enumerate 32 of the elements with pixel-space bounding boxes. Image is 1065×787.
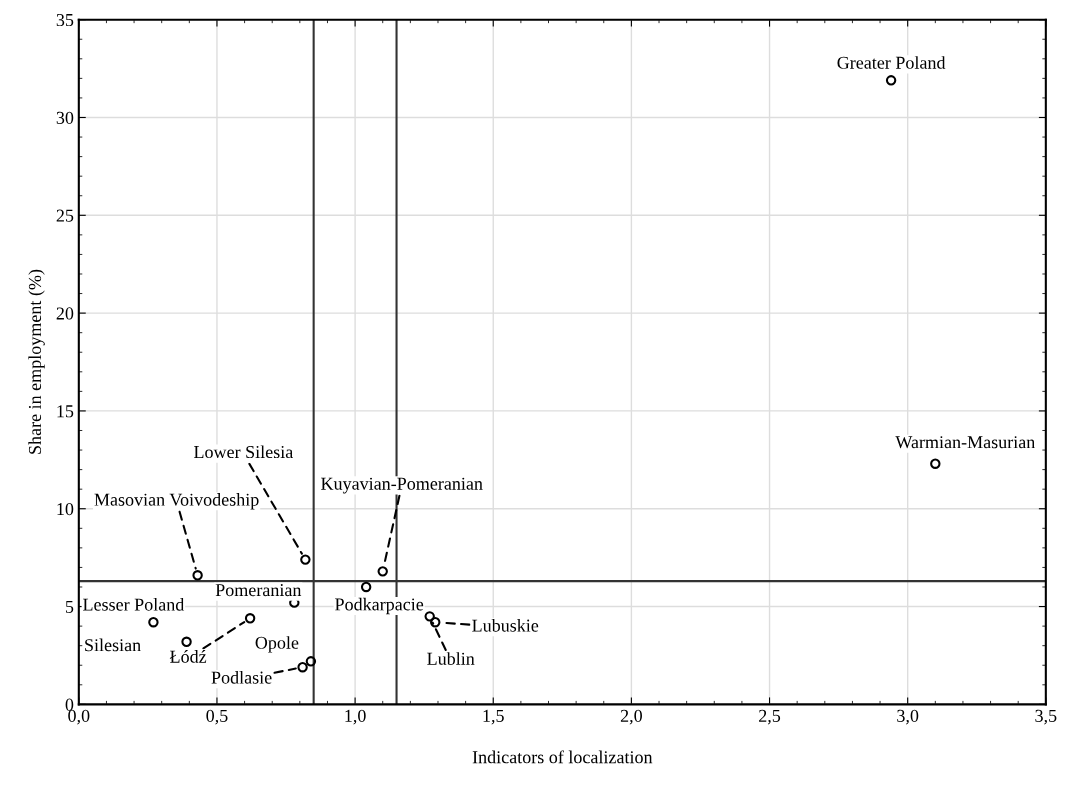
annotation: Lesser Poland (83, 598, 185, 611)
annotation: Masovian Voivodeship (94, 493, 259, 510)
x-tick-label: 3,5 (1035, 709, 1057, 725)
annotation: Greater Poland (837, 56, 946, 69)
x-tick-label: 0,0 (68, 709, 90, 725)
x-tick-label: 3,0 (897, 709, 919, 725)
annotation: Lower Silesia (194, 445, 294, 459)
annotation: Podlasie (211, 671, 272, 684)
annotation: Lublin (427, 652, 475, 665)
annotation: Opole (255, 636, 299, 653)
annotation: Podkarpacie (335, 597, 424, 615)
x-tick-label: 2,0 (620, 709, 642, 725)
x-tick-label: 0,5 (206, 709, 228, 725)
y-axis-title: Share in employment (%) (28, 269, 45, 454)
x-tick-label: 1,5 (483, 709, 504, 725)
x-axis-title: Indicators of localization (472, 750, 653, 764)
y-tick-label: 10 (57, 503, 74, 516)
y-tick-label: 35 (56, 13, 74, 27)
annotation: Silesian (85, 638, 141, 652)
y-tick-label: 30 (56, 111, 74, 124)
annotation: Łódź (169, 650, 207, 663)
annotation: Pomeranian (215, 584, 302, 597)
y-tick-label: 15 (57, 405, 74, 418)
x-tick-label: 2,5 (759, 709, 781, 725)
x-tick-label: 1,0 (345, 709, 366, 725)
y-tick-label: 5 (65, 600, 74, 613)
annotation: Kuyavian-Pomeranian (321, 477, 483, 494)
annotation: Lubuskie (472, 619, 539, 632)
y-tick-label: 20 (56, 307, 74, 320)
y-tick-label: 0 (65, 698, 74, 711)
annotation: Warmian-Masurian (895, 436, 1035, 449)
y-tick-label: 25 (56, 209, 74, 222)
